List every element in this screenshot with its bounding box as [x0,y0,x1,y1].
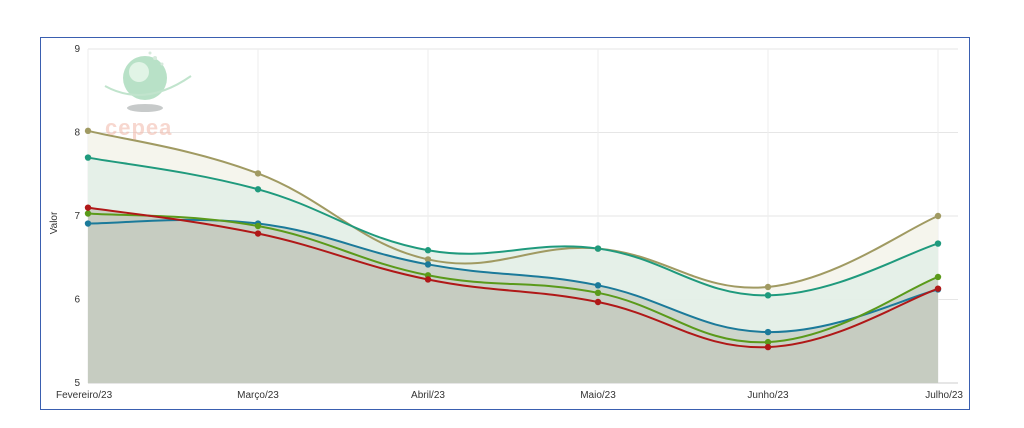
y-tick-label-0: 5 [74,378,80,389]
series-lines [87,129,939,349]
series-4-point-2[interactable] [424,276,432,283]
series-1-point-3[interactable] [594,245,602,252]
x-tick-label-0: Fevereiro/23 [56,390,113,401]
y-tick-label-4: 9 [74,44,80,55]
cepea-logo: cepea [104,51,192,140]
y-tick-label-2: 7 [74,211,80,222]
series-3-point-0[interactable] [84,210,92,217]
series-1-point-1[interactable] [254,186,262,193]
price-line-chart: 5 6 7 8 9 Fevereiro/23 Março/23 Abril/23 Maio/2… [49,44,963,401]
series-2-point-0[interactable] [84,220,92,227]
series-4-point-4[interactable] [764,343,772,351]
series-4-point-0[interactable] [84,204,92,211]
series-2-point-2[interactable] [424,261,432,268]
logo-text: cepea [105,115,172,140]
x-tick-label-2: Abril/23 [411,390,445,401]
x-tick-label-3: Maio/23 [580,390,616,401]
series-3-point-3[interactable] [594,289,602,297]
series-3-point-5[interactable] [934,273,942,281]
x-axis-ticks: Fevereiro/23 Março/23 Abril/23 Maio/23 Junho… [56,390,963,401]
series-2-point-4[interactable] [764,328,772,336]
y-axis-label: Valor [49,211,60,234]
series-4-point-5[interactable] [934,285,942,292]
series-3-point-1[interactable] [254,222,262,230]
series-0-point-5[interactable] [934,212,942,220]
series-3-point-4[interactable] [764,338,772,346]
y-axis-ticks: 5 6 7 8 9 [74,44,80,389]
series-3-line [87,212,939,344]
series-1-point-2[interactable] [424,247,432,254]
series-1-line [87,156,939,297]
x-tick-label-4: Junho/23 [747,390,789,401]
series-4-point-3[interactable] [594,298,602,306]
y-tick-label-1: 6 [74,295,80,306]
globe-logo-icon [104,51,192,112]
y-tick-label-3: 8 [74,128,80,139]
series-1-point-0[interactable] [84,154,92,161]
x-tick-label-1: Março/23 [237,390,279,401]
series-0-point-4[interactable] [764,283,772,291]
series-0-point-1[interactable] [254,170,262,177]
series-2-point-3[interactable] [594,282,602,289]
series-0-point-0[interactable] [84,127,92,135]
series-points [84,127,942,351]
series-0-point-2[interactable] [424,256,432,263]
series-0-line [87,129,939,289]
x-tick-label-5: Julho/23 [925,390,963,401]
series-1-point-5[interactable] [934,240,942,247]
chart-frame: 5 6 7 8 9 Fevereiro/23 Março/23 Abril/23 Maio/2… [40,37,970,410]
series-4-area [88,207,938,383]
series-4-point-1[interactable] [254,230,262,237]
series-1-point-4[interactable] [764,292,772,299]
series-4-line [87,206,939,349]
